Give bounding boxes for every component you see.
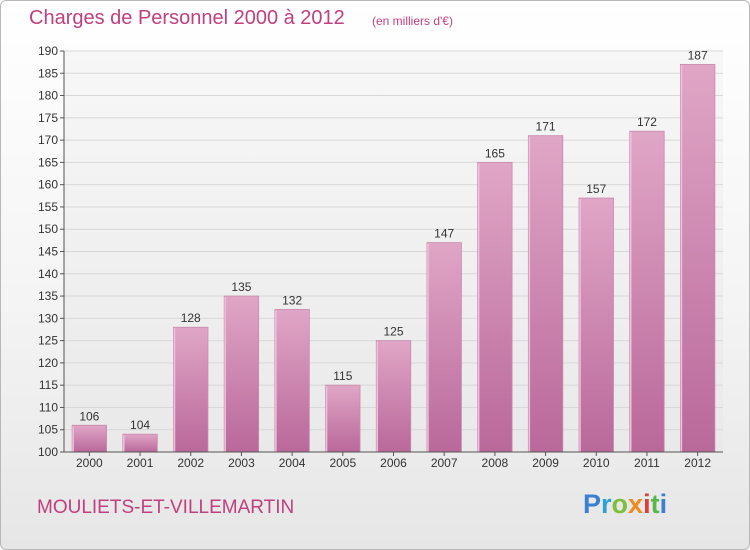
logo-letter: r bbox=[601, 489, 612, 519]
y-tick-label: 100 bbox=[38, 445, 58, 459]
x-tick-label: 2004 bbox=[279, 456, 306, 470]
x-tick-label: 2007 bbox=[431, 456, 458, 470]
data-label: 128 bbox=[181, 311, 201, 325]
x-tick-label: 2000 bbox=[76, 456, 103, 470]
x-tick-label: 2010 bbox=[583, 456, 610, 470]
bar-2010[interactable] bbox=[578, 197, 614, 453]
bar-2012[interactable] bbox=[680, 63, 716, 453]
y-tick-label: 115 bbox=[39, 378, 58, 392]
data-label: 172 bbox=[637, 115, 657, 129]
logo-letter: t bbox=[650, 489, 660, 519]
x-tick-label: 2008 bbox=[482, 456, 509, 470]
y-tick-label: 130 bbox=[38, 311, 58, 325]
data-label: 104 bbox=[130, 418, 150, 432]
logo-letter: P bbox=[583, 489, 602, 519]
chart-unit-note: (en milliers d'€) bbox=[372, 14, 453, 28]
y-tick-label: 145 bbox=[38, 245, 58, 259]
y-tick-label: 135 bbox=[38, 289, 58, 303]
y-tick-label: 190 bbox=[38, 44, 58, 58]
bar-2003[interactable] bbox=[223, 295, 260, 453]
logo-letter: i bbox=[643, 489, 651, 519]
y-tick-label: 155 bbox=[38, 200, 58, 214]
y-tick-label: 160 bbox=[38, 178, 58, 192]
y-tick-label: 180 bbox=[38, 89, 58, 103]
bar-2004[interactable] bbox=[274, 309, 310, 453]
bar-2006[interactable] bbox=[375, 340, 412, 453]
x-tick-label: 2005 bbox=[329, 456, 356, 470]
data-label: 125 bbox=[383, 325, 403, 339]
data-label: 115 bbox=[333, 369, 352, 383]
chart-title: Charges de Personnel 2000 à 2012 bbox=[29, 7, 345, 29]
bar-2005[interactable] bbox=[325, 384, 361, 453]
logo-letter: x bbox=[628, 489, 644, 519]
data-label: 157 bbox=[586, 182, 606, 196]
bar-2009[interactable] bbox=[527, 135, 564, 453]
y-tick-label: 125 bbox=[38, 334, 58, 348]
logo-letter: o bbox=[611, 489, 629, 519]
x-tick-label: 2001 bbox=[127, 456, 154, 470]
commune-name: MOULIETS-ET-VILLEMARTIN bbox=[37, 497, 295, 518]
y-tick-label: 150 bbox=[38, 222, 58, 236]
data-label: 165 bbox=[485, 146, 505, 160]
data-label: 135 bbox=[231, 280, 251, 294]
y-tick-label: 120 bbox=[38, 356, 58, 370]
bar-2002[interactable] bbox=[173, 326, 209, 453]
data-label: 171 bbox=[536, 120, 556, 134]
x-tick-label: 2003 bbox=[228, 456, 255, 470]
y-tick-label: 165 bbox=[38, 155, 58, 169]
x-tick-label: 2002 bbox=[177, 456, 204, 470]
proxiti-logo[interactable]: Proxiti bbox=[583, 489, 667, 520]
x-tick-label: 2006 bbox=[380, 456, 407, 470]
bar-2001[interactable] bbox=[122, 433, 158, 453]
x-tick-label: 2011 bbox=[634, 456, 660, 470]
y-tick-label: 110 bbox=[39, 400, 58, 414]
bar-2007[interactable] bbox=[426, 242, 462, 453]
y-tick-label: 185 bbox=[38, 66, 58, 80]
x-tick-label: 2012 bbox=[684, 456, 711, 470]
data-label: 106 bbox=[79, 409, 99, 423]
y-tick-label: 140 bbox=[38, 267, 58, 281]
y-tick-label: 170 bbox=[38, 133, 58, 147]
data-label: 187 bbox=[688, 48, 708, 62]
bar-2000[interactable] bbox=[71, 424, 107, 453]
data-label: 147 bbox=[434, 227, 454, 241]
y-tick-label: 175 bbox=[38, 111, 58, 125]
data-label: 132 bbox=[282, 293, 302, 307]
bar-2008[interactable] bbox=[477, 161, 513, 453]
bar-2011[interactable] bbox=[629, 130, 665, 453]
y-tick-label: 105 bbox=[38, 423, 58, 437]
x-tick-label: 2009 bbox=[532, 456, 559, 470]
logo-letter: i bbox=[659, 489, 668, 519]
